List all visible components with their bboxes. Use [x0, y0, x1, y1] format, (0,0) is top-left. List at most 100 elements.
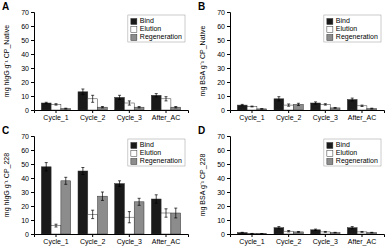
x-tick-mark: [252, 110, 253, 113]
bar: [98, 107, 108, 110]
bar: [237, 233, 247, 234]
y-tick: 0: [221, 107, 230, 114]
legend-swatch: [131, 35, 137, 41]
y-tick-label: 40: [21, 175, 29, 182]
y-tick: 40: [21, 51, 34, 58]
y-tick-mark: [31, 54, 34, 55]
panel-label: C: [2, 125, 9, 136]
error-bar: [155, 195, 158, 203]
y-axis-label: mg hIgG g⁻¹ CP_228: [3, 153, 11, 217]
y-tick-mark: [227, 178, 230, 179]
legend-item: Bind: [327, 17, 350, 24]
x-tick: Cycle_1: [239, 110, 264, 122]
x-tick-mark: [129, 234, 130, 237]
x-tick-mark: [129, 110, 130, 113]
bar: [284, 231, 294, 234]
y-tick: 20: [217, 203, 230, 210]
x-tick: After_AC: [348, 234, 376, 246]
y-tick: 0: [221, 231, 230, 238]
error-bar: [277, 97, 280, 101]
x-tick-mark: [56, 234, 57, 237]
error-bar: [45, 163, 48, 171]
error-bar: [361, 105, 364, 106]
y-tick: 0: [25, 107, 34, 114]
bar: [61, 109, 71, 110]
y-axis: 010203040506070: [217, 133, 230, 238]
y-tick: 50: [217, 37, 230, 44]
x-tick-label: Cycle_1: [43, 238, 68, 246]
x-tick-label: Cycle_2: [80, 238, 105, 246]
x-tick: After_AC: [152, 110, 180, 122]
y-tick-mark: [227, 150, 230, 151]
y-tick: 30: [21, 189, 34, 196]
y-tick: 10: [21, 93, 34, 100]
legend-label: Elution: [140, 25, 162, 32]
y-tick-mark: [31, 26, 34, 27]
x-tick-mark: [166, 234, 167, 237]
series: [61, 107, 181, 111]
bar: [330, 233, 340, 234]
y-axis-line: [227, 13, 231, 111]
error-bar: [174, 208, 177, 218]
x-tick-mark: [325, 110, 326, 113]
bar: [98, 196, 108, 234]
y-tick-label: 20: [21, 203, 29, 210]
y-tick: 40: [21, 175, 34, 182]
x-tick: Cycle_3: [117, 110, 142, 122]
y-tick: 10: [217, 93, 230, 100]
y-tick: 30: [217, 65, 230, 72]
x-tick-label: Cycle_3: [117, 114, 142, 122]
marks: [237, 97, 376, 110]
x-tick-label: After_AC: [348, 238, 376, 246]
plot: 010203040506070Cycle_1Cycle_2Cycle_3Afte…: [217, 9, 384, 122]
y-tick: 20: [21, 79, 34, 86]
y-tick-label: 30: [21, 65, 29, 72]
error-bar: [351, 98, 354, 101]
y-tick: 60: [217, 147, 230, 154]
y-axis-line: [227, 137, 231, 235]
error-bar: [81, 89, 84, 95]
error-bar: [370, 108, 373, 110]
legend-item: Regeneration: [327, 157, 378, 165]
y-tick-mark: [31, 40, 34, 41]
panel: 010203040506070Cycle_1Cycle_2Cycle_3Afte…: [2, 125, 189, 246]
y-tick-mark: [227, 192, 230, 193]
panel-label: D: [198, 125, 205, 136]
panel-label: A: [2, 1, 9, 12]
legend-item: Regeneration: [327, 33, 378, 41]
legend-swatch: [327, 35, 333, 41]
series: [257, 231, 377, 234]
y-tick-mark: [31, 192, 34, 193]
legend-item: Elution: [131, 149, 162, 156]
y-tick-label: 0: [25, 231, 29, 238]
y-tick-label: 0: [25, 107, 29, 114]
bar: [78, 171, 88, 234]
legend-item: Elution: [131, 25, 162, 32]
x-tick-mark: [325, 234, 326, 237]
error-bar: [174, 107, 177, 108]
error-bar: [128, 101, 131, 105]
y-tick-label: 60: [21, 23, 29, 30]
y-tick-mark: [31, 110, 34, 111]
x-axis: Cycle_1Cycle_2Cycle_3After_AC: [231, 234, 385, 246]
legend-item: Bind: [327, 141, 350, 148]
legend-item: Bind: [131, 17, 154, 24]
x-tick: Cycle_1: [239, 234, 264, 246]
error-bar: [251, 233, 254, 234]
bar: [61, 181, 71, 234]
error-bar: [118, 95, 121, 99]
x-tick-label: Cycle_3: [117, 238, 142, 246]
x-tick: Cycle_3: [117, 234, 142, 246]
y-tick-label: 50: [21, 161, 29, 168]
legend: BindElutionRegeneration: [324, 139, 381, 166]
error-bar: [81, 168, 84, 175]
bar: [51, 104, 61, 110]
legend-label: Regeneration: [140, 33, 182, 41]
y-tick-mark: [31, 96, 34, 97]
y-tick-label: 70: [217, 9, 225, 16]
x-tick: After_AC: [348, 110, 376, 122]
bar: [367, 233, 377, 234]
y-axis: 010203040506070: [21, 9, 34, 114]
bar: [247, 233, 257, 234]
error-bar: [297, 103, 300, 105]
